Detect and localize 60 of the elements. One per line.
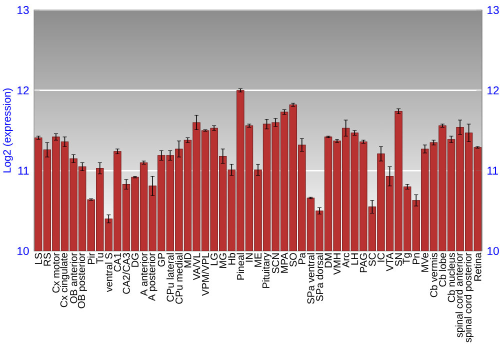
x-tick-label: A posterior (148, 252, 158, 301)
x-tick-label: LH (351, 253, 358, 265)
x-tick-label: SPa ventral (307, 253, 314, 304)
x-tick-label: Cb lobe (438, 253, 446, 287)
x-tick-label: MG (219, 253, 226, 268)
x-tick-label: MVe (421, 253, 428, 272)
x-tick-label: SO (290, 253, 297, 267)
y-tick-label: 12 (18, 86, 29, 94)
x-tick-label: Cx cingulate (60, 253, 70, 308)
x-tick-label: Cx motor (52, 252, 60, 293)
x-tick-label: Retina (474, 252, 482, 281)
x-tick-label: VTA (386, 252, 394, 272)
x-tick-label: OB anterior (70, 252, 78, 304)
x-tick-label: Pineal (236, 253, 244, 280)
x-tick-label: CA1 (114, 253, 121, 272)
x-tick-label: CPu lateral (166, 253, 174, 302)
x-tick-label: IC (377, 252, 385, 262)
y-tick-label: 10 (18, 247, 29, 256)
y2-tick-label: 12 (488, 86, 499, 94)
x-tick-label: Hb (228, 253, 236, 265)
x-tick-label: Pir (87, 252, 95, 264)
x-tick-label: SPa dorsal (316, 253, 324, 302)
x-tick-label: MPA (280, 252, 288, 273)
x-tick-label: spinal cord posterior (464, 252, 474, 342)
y-tick-label: 13 (18, 6, 29, 14)
x-tick-label: SCN (272, 253, 280, 274)
x-tick-label: Pn (412, 253, 420, 264)
x-tick-label: Cb vermis (430, 252, 438, 298)
x-tick-label: DG (131, 253, 139, 267)
x-tick-label: Pa (298, 252, 306, 264)
x-tick-label: Cb nucleus (448, 252, 455, 302)
x-tick-label: SN (395, 253, 402, 266)
y-tick-label: 11 (18, 166, 29, 175)
x-tick-label: OB posterior (78, 252, 87, 308)
x-tick-label: Tu (96, 253, 104, 264)
x-tick-label: Tg (402, 253, 412, 264)
x-tick-label: VMH (334, 253, 340, 275)
x-tick-label: ventral S (105, 253, 112, 292)
x-tick-label: SC (368, 252, 376, 266)
x-tick-label: PAG (360, 253, 367, 272)
x-tick-label: Arc (342, 252, 350, 268)
x-tick-label: CPu medial (175, 253, 183, 304)
x-tick-label: Pituitary (262, 252, 272, 288)
x-tick-label: VA/VL (192, 252, 200, 280)
x-tick-label: LS (34, 253, 42, 264)
x-tick-label: LG (210, 253, 218, 266)
x-tick-label: IN (246, 253, 253, 262)
x-tick-label: MD (184, 253, 192, 268)
y2-tick-label: 10 (488, 246, 499, 256)
y2-tick-label: 11 (488, 166, 498, 175)
x-tick-label: VPM/VPL (202, 252, 209, 296)
x-tick-label: CA2/CA3 (122, 253, 130, 294)
x-tick-label: DM (324, 253, 332, 268)
x-tick-label: spinal cord anterior (455, 252, 465, 338)
y-axis-title: Log2 (expression) (2, 88, 13, 172)
x-tick-label: RS (44, 253, 51, 266)
x-tick-label: ME (254, 253, 262, 267)
x-tick-label: GP (158, 253, 165, 267)
y2-tick-label: 13 (488, 6, 499, 14)
x-tick-label: A anterior (140, 252, 148, 296)
